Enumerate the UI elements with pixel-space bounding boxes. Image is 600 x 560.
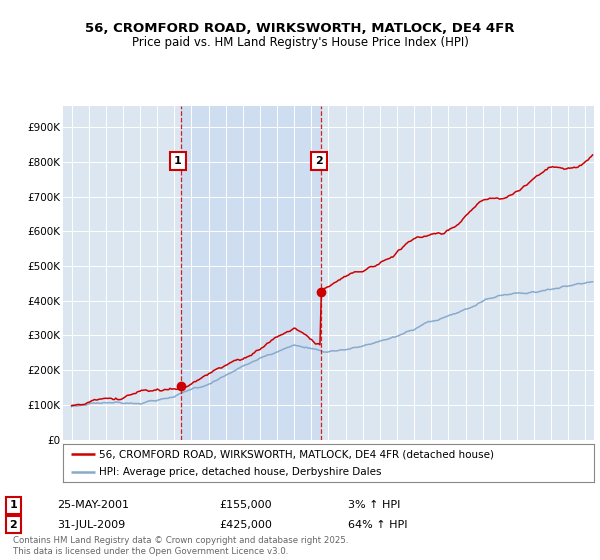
Text: 1: 1 xyxy=(174,156,182,166)
Text: 64% ↑ HPI: 64% ↑ HPI xyxy=(348,520,407,530)
Text: £155,000: £155,000 xyxy=(219,500,272,510)
Text: 2: 2 xyxy=(315,156,323,166)
Text: Price paid vs. HM Land Registry's House Price Index (HPI): Price paid vs. HM Land Registry's House … xyxy=(131,36,469,49)
Text: Contains HM Land Registry data © Crown copyright and database right 2025.
This d: Contains HM Land Registry data © Crown c… xyxy=(13,536,349,556)
Text: 56, CROMFORD ROAD, WIRKSWORTH, MATLOCK, DE4 4FR (detached house): 56, CROMFORD ROAD, WIRKSWORTH, MATLOCK, … xyxy=(99,449,494,459)
Text: 3% ↑ HPI: 3% ↑ HPI xyxy=(348,500,400,510)
Text: 1: 1 xyxy=(10,500,17,510)
Text: 25-MAY-2001: 25-MAY-2001 xyxy=(57,500,129,510)
Text: 56, CROMFORD ROAD, WIRKSWORTH, MATLOCK, DE4 4FR: 56, CROMFORD ROAD, WIRKSWORTH, MATLOCK, … xyxy=(85,21,515,35)
Text: 2: 2 xyxy=(10,520,17,530)
Text: £425,000: £425,000 xyxy=(219,520,272,530)
Text: 31-JUL-2009: 31-JUL-2009 xyxy=(57,520,125,530)
Text: HPI: Average price, detached house, Derbyshire Dales: HPI: Average price, detached house, Derb… xyxy=(99,467,382,477)
Bar xyxy=(181,106,322,440)
